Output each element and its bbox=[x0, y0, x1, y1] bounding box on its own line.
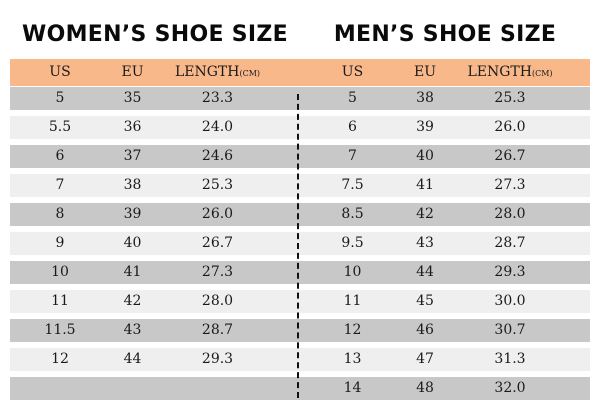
men-length-cell: 25.3 bbox=[494, 90, 526, 106]
women-length-unit: (CM) bbox=[239, 69, 261, 78]
men-us-cell: 7 bbox=[348, 148, 357, 164]
women-eu-cell: 36 bbox=[123, 119, 142, 135]
table-row bbox=[10, 145, 590, 168]
women-length-cell: 23.3 bbox=[201, 90, 234, 106]
men-us-cell: 13 bbox=[343, 351, 362, 367]
men-length-cell: 26.0 bbox=[494, 119, 526, 135]
women-us-cell: 8 bbox=[55, 206, 65, 222]
women-length-cell: 28.0 bbox=[201, 293, 234, 309]
men-eu-cell: 42 bbox=[416, 206, 434, 222]
men-length-cell: 26.7 bbox=[494, 148, 526, 164]
table-row bbox=[10, 203, 590, 226]
women-us-cell: 11.5 bbox=[44, 322, 76, 338]
men-us-cell: 12 bbox=[343, 322, 362, 338]
women-us-header: US bbox=[49, 64, 71, 80]
women-length-cell: 26.0 bbox=[201, 206, 234, 222]
men-us-cell: 5 bbox=[348, 90, 357, 106]
women-eu-cell: 38 bbox=[123, 177, 142, 193]
women-us-cell: 5 bbox=[55, 90, 65, 106]
men-eu-cell: 48 bbox=[416, 380, 434, 396]
men-length-cell: 32.0 bbox=[494, 380, 526, 396]
women-us-cell: 12 bbox=[51, 351, 69, 367]
men-eu-cell: 45 bbox=[416, 293, 434, 309]
men-length-cell: 30.7 bbox=[494, 322, 526, 338]
men-length-unit: (CM) bbox=[531, 69, 553, 78]
table-row bbox=[10, 87, 590, 110]
men-length-label: LENGTH bbox=[467, 64, 532, 80]
men-eu-cell: 44 bbox=[416, 264, 434, 280]
table-row bbox=[10, 348, 590, 371]
men-us-cell: 7.5 bbox=[341, 177, 364, 193]
women-eu-cell: 35 bbox=[123, 90, 142, 106]
men-length-cell: 27.3 bbox=[494, 177, 526, 193]
men-eu-cell: 41 bbox=[416, 177, 434, 193]
women-us-cell: 9 bbox=[55, 235, 65, 251]
women-length-cell: 24.0 bbox=[201, 119, 234, 135]
women-us-cell: 7 bbox=[55, 177, 65, 193]
women-eu-cell: 40 bbox=[123, 235, 142, 251]
men-us-cell: 8.5 bbox=[341, 206, 364, 222]
women-length-cell: 24.6 bbox=[201, 148, 234, 164]
table-row bbox=[10, 377, 590, 400]
men-length-cell: 31.3 bbox=[494, 351, 526, 367]
men-eu-cell: 46 bbox=[416, 322, 434, 338]
women-length-label: LENGTH bbox=[174, 64, 240, 80]
men-size-title: MEN’S SHOE SIZE bbox=[333, 22, 557, 47]
women-us-cell: 5.5 bbox=[48, 119, 72, 135]
women-eu-cell: 44 bbox=[123, 351, 142, 367]
women-eu-cell: 42 bbox=[123, 293, 142, 309]
men-eu-cell: 43 bbox=[416, 235, 434, 251]
women-eu-cell: 37 bbox=[123, 148, 142, 164]
table-row bbox=[10, 174, 590, 197]
table-row bbox=[10, 116, 590, 139]
men-eu-cell: 38 bbox=[416, 90, 434, 106]
women-eu-cell: 39 bbox=[123, 206, 142, 222]
women-us-cell: 11 bbox=[51, 293, 69, 309]
women-us-cell: 6 bbox=[55, 148, 65, 164]
women-eu-cell: 41 bbox=[123, 264, 142, 280]
men-length-header: LENGTH(CM) bbox=[450, 59, 570, 86]
men-us-cell: 11 bbox=[343, 293, 362, 309]
table-row bbox=[10, 290, 590, 313]
women-size-title: WOMEN’S SHOE SIZE bbox=[22, 22, 288, 47]
women-us-cell: 10 bbox=[51, 264, 69, 280]
men-us-cell: 10 bbox=[343, 264, 362, 280]
women-length-cell: 27.3 bbox=[201, 264, 234, 280]
table-header-row: US EU LENGTH(CM) US EU LENGTH(CM) bbox=[10, 59, 590, 86]
women-eu-header: EU bbox=[121, 64, 144, 80]
men-length-cell: 29.3 bbox=[494, 264, 526, 280]
men-eu-cell: 47 bbox=[416, 351, 434, 367]
women-length-cell: 25.3 bbox=[201, 177, 234, 193]
women-length-cell: 26.7 bbox=[201, 235, 234, 251]
men-eu-header: EU bbox=[413, 64, 437, 80]
women-length-cell: 28.7 bbox=[201, 322, 234, 338]
table-row bbox=[10, 232, 590, 255]
men-length-cell: 28.0 bbox=[494, 206, 526, 222]
women-length-cell: 29.3 bbox=[201, 351, 234, 367]
men-us-cell: 14 bbox=[343, 380, 362, 396]
men-length-cell: 30.0 bbox=[494, 293, 526, 309]
men-eu-cell: 40 bbox=[416, 148, 434, 164]
women-eu-cell: 43 bbox=[123, 322, 142, 338]
men-us-cell: 9.5 bbox=[341, 235, 364, 251]
men-length-cell: 28.7 bbox=[494, 235, 526, 251]
table-divider bbox=[297, 94, 299, 398]
men-us-header: US bbox=[341, 64, 364, 80]
table-row bbox=[10, 319, 590, 342]
men-us-cell: 6 bbox=[348, 119, 357, 135]
table-row bbox=[10, 261, 590, 284]
men-eu-cell: 39 bbox=[416, 119, 434, 135]
women-length-header: LENGTH(CM) bbox=[155, 59, 280, 86]
